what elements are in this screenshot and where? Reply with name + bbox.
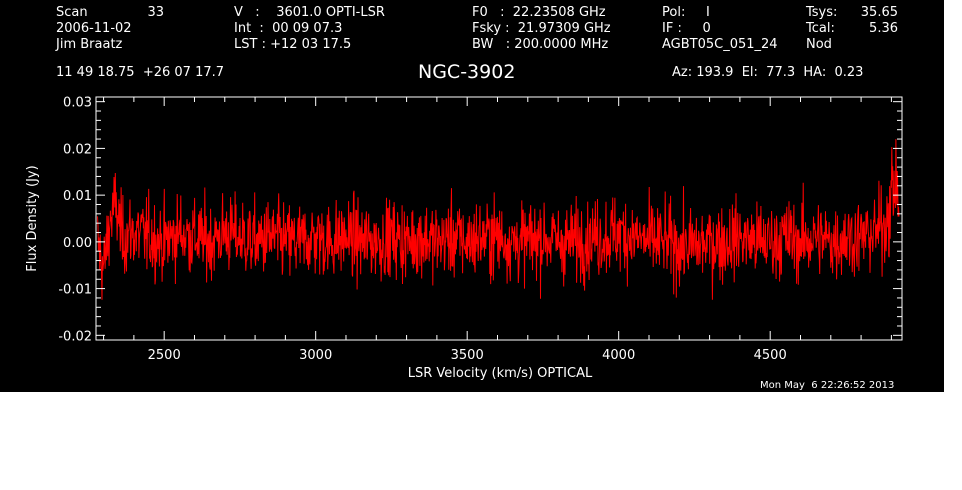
ra-dec-coords: 11 49 18.75 +26 07 17.7 bbox=[56, 65, 225, 80]
y-tick-label: 0.01 bbox=[63, 189, 92, 204]
obs-date: 2006-11-02 bbox=[56, 21, 132, 36]
x-tick-label: 3500 bbox=[451, 348, 484, 363]
spectrum-chart: 2500 3000 3500 4000 4500 -0.02 -0.01 0.00 0.01 0.… bbox=[25, 96, 903, 381]
spectrum-line bbox=[97, 139, 900, 300]
obs-mode: Nod bbox=[806, 37, 832, 52]
y-tick-label: -0.01 bbox=[58, 283, 92, 298]
bandwidth: BW : 200.0000 MHz bbox=[472, 37, 609, 52]
x-tick-label: 4000 bbox=[602, 348, 635, 363]
y-axis-label: Flux Density (Jy) bbox=[25, 165, 40, 271]
timestamp: Mon May 6 22:26:52 2013 bbox=[760, 380, 895, 391]
rest-frequency: F0 : 22.23508 GHz bbox=[472, 5, 606, 20]
pointing-readout: Az: 193.9 El: 77.3 HA: 0.23 bbox=[672, 65, 864, 80]
y-tick-label: 0.03 bbox=[63, 96, 92, 111]
tsys-value: 35.65 bbox=[860, 5, 898, 20]
integration-time: Int : 00 09 07.3 bbox=[234, 21, 343, 36]
y-tick-label: -0.02 bbox=[58, 329, 92, 344]
velocity-readout: V : 3601.0 OPTI-LSR bbox=[234, 5, 385, 20]
lst-readout: LST : +12 03 17.5 bbox=[234, 37, 352, 52]
source-name: NGC-3902 bbox=[418, 61, 516, 83]
plot-frame bbox=[95, 96, 903, 341]
sky-frequency: Fsky : 21.97309 GHz bbox=[472, 21, 611, 36]
tcal-label: Tcal: bbox=[806, 21, 835, 36]
tsys-label: Tsys: bbox=[806, 5, 838, 20]
y-tick-label: 0.00 bbox=[63, 236, 92, 251]
procedure-name: AGBT05C_051_24 bbox=[662, 37, 778, 52]
x-tick-label: 2500 bbox=[148, 348, 181, 363]
y-tick-label: 0.02 bbox=[63, 142, 92, 157]
tcal-value: 5.36 bbox=[869, 21, 898, 36]
x-tick-label: 3000 bbox=[299, 348, 332, 363]
x-axis-label: LSR Velocity (km/s) OPTICAL bbox=[408, 366, 593, 381]
scan-label: Scan bbox=[56, 5, 88, 20]
polarization: Pol: I bbox=[662, 5, 710, 20]
if-number: IF : 0 bbox=[662, 21, 711, 36]
plot-panel: Scan 33 2006-11-02 Jim Braatz 11 49 18.7… bbox=[0, 0, 944, 392]
observer-name: Jim Braatz bbox=[56, 37, 123, 52]
scan-value: 33 bbox=[147, 5, 164, 20]
x-tick-label: 4500 bbox=[754, 348, 787, 363]
